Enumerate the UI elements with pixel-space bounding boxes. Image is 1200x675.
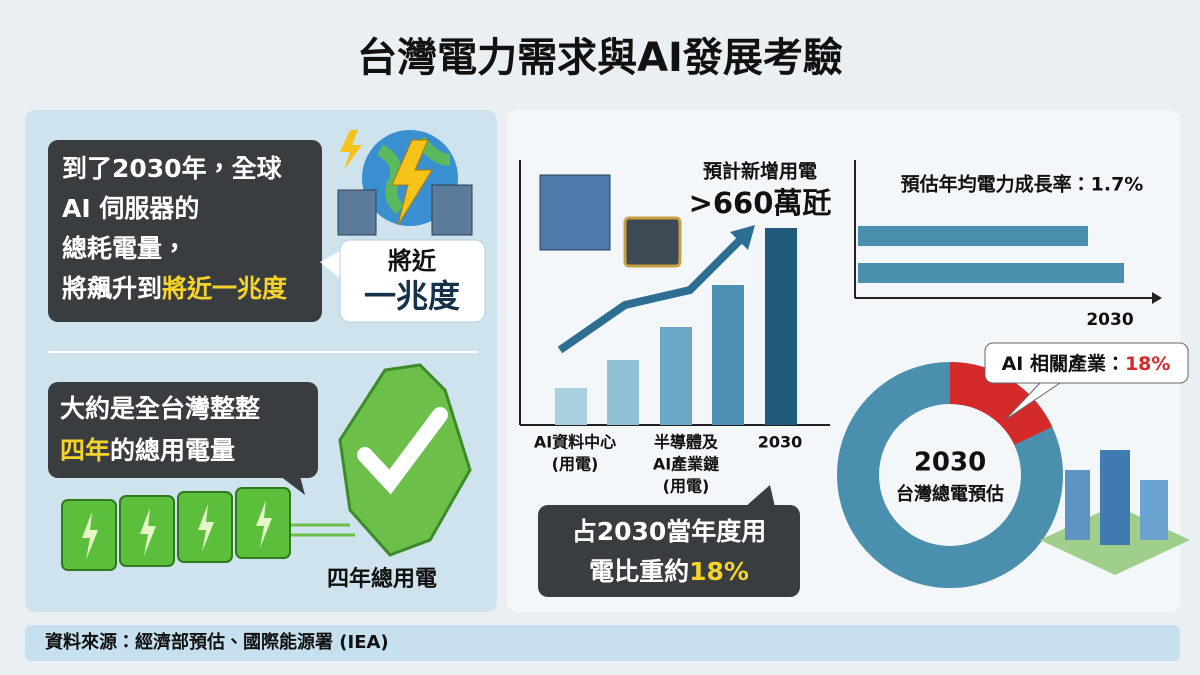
- category-label: 半導體及: [654, 433, 719, 452]
- demand-bars: [555, 228, 797, 425]
- building: [1140, 480, 1168, 540]
- summary-line: 電比重約18%: [589, 557, 749, 586]
- category-label: 2030: [758, 433, 803, 452]
- growth-year: 2030: [1086, 310, 1133, 330]
- comparison-line: 大約是全台灣整整: [60, 394, 260, 423]
- claim-line: 到了2030年，全球: [62, 154, 283, 183]
- callout-line: 將近: [388, 247, 437, 275]
- title: 台灣電力需求與AI發展考驗: [357, 35, 843, 81]
- battery-bolt: [82, 512, 98, 560]
- summary-line: 占2030當年度用: [572, 517, 767, 546]
- callout-text: AI 相關產業：: [1002, 352, 1125, 375]
- growth-bar: [858, 226, 1088, 246]
- source: 資料來源：經濟部預估、國際能源署 (IEA): [45, 631, 389, 653]
- server-rack: [539, 174, 611, 251]
- server: [337, 189, 377, 236]
- claim-highlight: 將近一兆度: [162, 274, 287, 303]
- illustration-bar: [765, 228, 797, 425]
- chip: [623, 216, 682, 268]
- summary-box: [538, 505, 800, 597]
- illustration-bar: [712, 285, 744, 425]
- claim-line: 將飆升到將近一兆度: [62, 274, 287, 303]
- category-label: (用電): [552, 455, 599, 474]
- claim-text: 將飆升到: [62, 274, 162, 303]
- callout-box: [339, 239, 486, 323]
- callout-tail: [320, 250, 342, 280]
- battery-bolt: [256, 500, 272, 548]
- trend-arrow: [557, 232, 748, 354]
- illustration-bar: [660, 327, 692, 425]
- category-labels: AI資料中心 (用電) 半導體及 AI產業鏈 (用電) 2030: [534, 433, 802, 496]
- comparison-highlight: 四年: [60, 436, 110, 465]
- axis-arrow: [1152, 292, 1162, 304]
- battery-bolt: [198, 504, 214, 552]
- battery-label: 四年總用電: [327, 566, 437, 592]
- building: [1065, 470, 1090, 540]
- category-label: AI產業鏈: [653, 455, 720, 474]
- comparison-tail: [280, 476, 305, 495]
- server: [431, 184, 473, 236]
- claim-text: AI 伺服器的: [62, 194, 199, 223]
- callout-line: 一兆度: [364, 277, 460, 315]
- checkmark: [357, 407, 448, 495]
- category-label: (用電): [663, 477, 710, 496]
- category-label: AI資料中心: [534, 433, 616, 452]
- donut-center: 台灣總電預估: [896, 483, 1004, 505]
- comparison-rest: 的總用電量: [110, 436, 235, 465]
- summary-highlight: 18%: [689, 557, 749, 586]
- comparison-box: [48, 382, 318, 478]
- growth-label: 預估年均電力成長率：1.7%: [901, 173, 1144, 196]
- cable: [290, 523, 355, 537]
- donut-callout: AI 相關產業：18%: [1002, 352, 1171, 375]
- illustration-bar: [555, 388, 587, 425]
- donut-callout-box: [984, 342, 1189, 384]
- value-label: >660萬瓩: [689, 186, 832, 220]
- batteries: [61, 487, 291, 571]
- lightning: [391, 139, 433, 226]
- comparison-line: 四年的總用電量: [60, 436, 235, 465]
- arrow-head: [730, 225, 755, 250]
- summary-text: 電比重約: [589, 557, 689, 586]
- summary-tail: [745, 485, 775, 507]
- share-label: 18%: [1125, 353, 1170, 375]
- building: [1100, 450, 1130, 545]
- source-bar: [25, 625, 1180, 661]
- headline: 預計新增用電: [703, 160, 817, 183]
- claim-box: [48, 140, 322, 322]
- donut: [837, 362, 1063, 588]
- claim-text: 到了2030年，全球: [62, 154, 283, 183]
- battery-bolt: [140, 508, 156, 556]
- donut-center: 2030: [914, 448, 986, 478]
- lightning: [340, 130, 362, 170]
- growth-bar: [858, 263, 1124, 283]
- claim-line: 總耗電量，: [62, 234, 187, 263]
- claim-text: 總耗電量，: [62, 234, 187, 263]
- illustration-bar: [607, 360, 639, 425]
- donut-segment: [949, 362, 1053, 446]
- claim-line: AI 伺服器的: [62, 194, 199, 223]
